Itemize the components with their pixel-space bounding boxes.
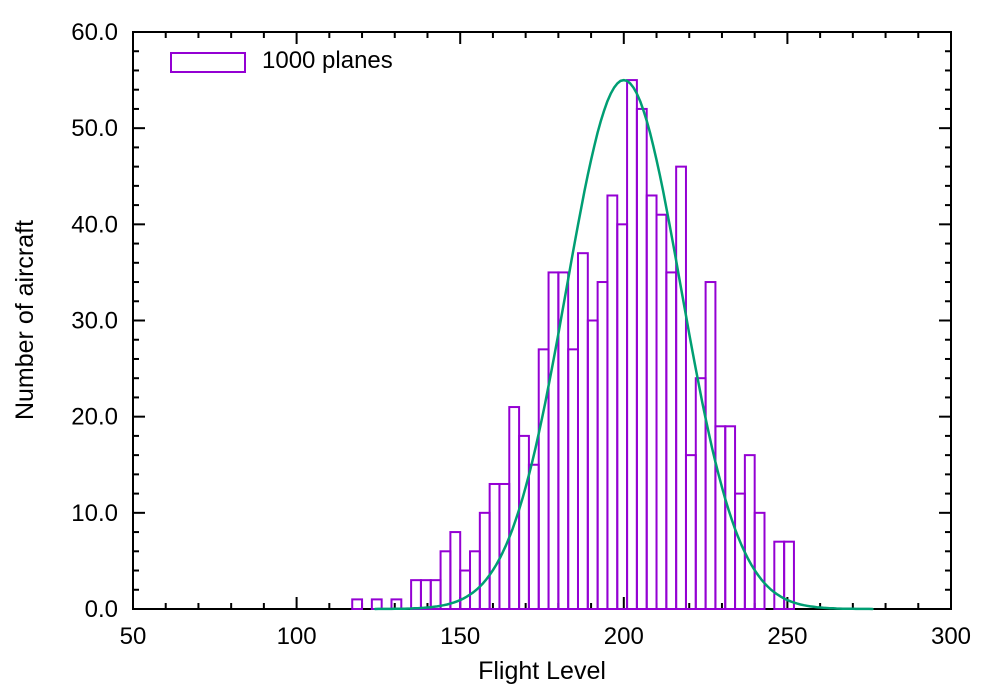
x-tick-label: 300 [931, 623, 971, 650]
plot-border [132, 31, 952, 610]
histogram-bar [645, 194, 658, 610]
histogram-bar [606, 194, 619, 610]
x-tick-label: 250 [767, 623, 807, 650]
y-tick-label: 20.0 [71, 404, 118, 431]
y-tick-label: 40.0 [71, 211, 118, 238]
histogram-bar [439, 550, 452, 610]
histogram-bar [419, 579, 432, 611]
histogram-bar [635, 107, 648, 611]
histogram-bar [655, 213, 668, 610]
histogram-bar [675, 165, 687, 610]
x-tick-label: 150 [440, 623, 480, 650]
histogram-bar [596, 281, 609, 610]
y-tick-label: 30.0 [71, 308, 118, 335]
histogram-bar [488, 482, 501, 611]
x-tick-label: 100 [277, 623, 317, 650]
legend-swatch-box [170, 52, 246, 73]
histogram-bar [370, 598, 383, 611]
histogram-bar [684, 454, 697, 610]
x-axis-title: Flight Level [478, 657, 606, 685]
histogram-bar [410, 579, 422, 611]
histogram-bar [547, 271, 560, 610]
histogram-bar [449, 531, 462, 610]
histogram-bar [753, 511, 766, 610]
histogram-bar [469, 550, 481, 610]
histogram-bar [714, 425, 727, 610]
x-tick-label: 200 [604, 623, 644, 650]
histogram-bar [351, 598, 364, 611]
histogram-bar [527, 463, 540, 610]
y-tick-label: 60.0 [71, 19, 118, 46]
y-tick-label: 0.0 [85, 596, 118, 623]
histogram-bar [567, 348, 579, 610]
y-tick-label: 50.0 [71, 115, 118, 142]
histogram-bar [665, 271, 678, 610]
histogram-bar [576, 252, 589, 611]
histogram-bar [429, 579, 442, 611]
legend-label: 1000 planes [262, 47, 393, 74]
x-tick-label: 50 [120, 623, 147, 650]
histogram-bar [518, 434, 530, 610]
distribution-curve [373, 78, 874, 611]
histogram-bar [459, 569, 472, 610]
histogram-bar [626, 79, 638, 611]
y-tick-label: 10.0 [71, 500, 118, 527]
histogram-bar [586, 319, 599, 610]
histogram-bar [478, 511, 491, 610]
histogram-bar [783, 540, 795, 611]
histogram-bar [616, 223, 629, 610]
histogram-bar [743, 454, 756, 610]
y-axis-title: Number of aircraft [11, 219, 39, 421]
histogram-bar [508, 406, 521, 610]
